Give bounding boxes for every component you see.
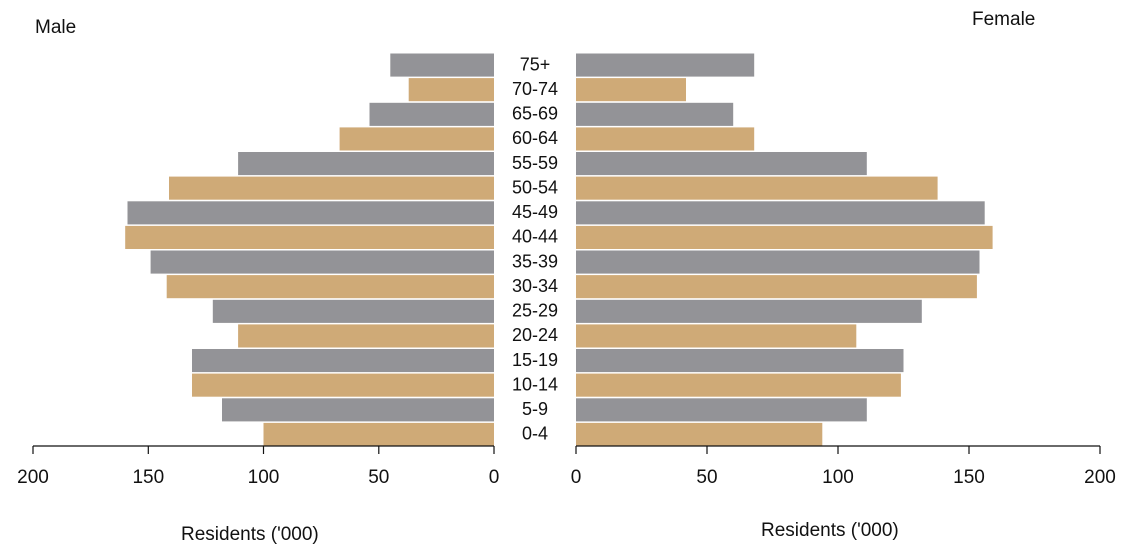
age-label-50-54: 50-54 — [512, 177, 558, 197]
male-bar-15-19 — [192, 349, 494, 373]
age-label-20-24: 20-24 — [512, 325, 558, 345]
female-bar-25-29 — [576, 299, 922, 323]
male-bar-0-4 — [263, 422, 494, 446]
male-bar-50-54 — [169, 176, 494, 200]
male-bar-5-9 — [222, 398, 494, 422]
female-bar-40-44 — [576, 225, 993, 249]
female-bars-group — [576, 53, 993, 446]
female-bar-55-59 — [576, 152, 867, 176]
right-tick-label-200: 200 — [1084, 467, 1116, 488]
left-x-axis-title: Residents ('000) — [181, 524, 319, 545]
age-label-40-44: 40-44 — [512, 227, 558, 247]
age-label-65-69: 65-69 — [512, 104, 558, 124]
male-bar-30-34 — [166, 275, 494, 299]
left-tick-label-100: 100 — [248, 467, 280, 488]
female-bar-5-9 — [576, 398, 867, 422]
male-bar-45-49 — [127, 201, 494, 225]
age-group-labels: 0-4 5-9 10-14 15-19 20-24 25-29 30-34 35-39 40-4… — [512, 54, 558, 443]
male-side-label: Male — [35, 17, 76, 38]
male-bar-20-24 — [238, 324, 494, 348]
age-label-30-34: 30-34 — [512, 276, 558, 296]
female-bar-50-54 — [576, 176, 938, 200]
age-label-45-49: 45-49 — [512, 202, 558, 222]
female-bar-10-14 — [576, 373, 901, 397]
male-bar-60-64 — [339, 127, 494, 151]
age-label-35-39: 35-39 — [512, 251, 558, 271]
age-label-10-14: 10-14 — [512, 374, 558, 394]
female-bar-0-4 — [576, 422, 823, 446]
age-label-70-74: 70-74 — [512, 79, 558, 99]
right-x-axis-title: Residents ('000) — [761, 520, 899, 541]
female-bar-35-39 — [576, 250, 980, 274]
left-tick-label-200: 200 — [17, 467, 49, 488]
age-label-60-64: 60-64 — [512, 128, 558, 148]
female-bar-60-64 — [576, 127, 755, 151]
age-label-55-59: 55-59 — [512, 153, 558, 173]
female-side-label: Female — [972, 9, 1035, 30]
male-bar-75plus — [390, 53, 494, 77]
left-tick-label-50: 50 — [368, 467, 389, 488]
left-tick-label-0: 0 — [489, 467, 500, 488]
female-bar-15-19 — [576, 349, 904, 373]
age-label-75plus: 75+ — [520, 54, 551, 74]
left-axis-ticks: 200 150 100 50 0 — [17, 446, 499, 488]
female-bar-65-69 — [576, 102, 734, 126]
age-label-25-29: 25-29 — [512, 301, 558, 321]
male-bar-35-39 — [150, 250, 494, 274]
right-tick-label-100: 100 — [822, 467, 854, 488]
male-bar-10-14 — [192, 373, 494, 397]
male-bars-group — [125, 53, 495, 446]
age-label-5-9: 5-9 — [522, 399, 548, 419]
male-bar-65-69 — [369, 102, 494, 126]
right-tick-label-150: 150 — [953, 467, 985, 488]
female-bar-70-74 — [576, 78, 686, 102]
right-tick-label-50: 50 — [696, 467, 717, 488]
age-label-0-4: 0-4 — [522, 424, 548, 444]
female-bar-30-34 — [576, 275, 977, 299]
left-tick-label-150: 150 — [132, 467, 164, 488]
female-bar-75plus — [576, 53, 755, 77]
female-bar-45-49 — [576, 201, 985, 225]
male-bar-55-59 — [238, 152, 494, 176]
right-axis-ticks: 0 50 100 150 200 — [571, 446, 1116, 488]
age-label-15-19: 15-19 — [512, 350, 558, 370]
male-bar-25-29 — [212, 299, 495, 323]
right-tick-label-0: 0 — [571, 467, 582, 488]
male-bar-70-74 — [408, 78, 494, 102]
male-bar-40-44 — [125, 225, 494, 249]
female-bar-20-24 — [576, 324, 857, 348]
